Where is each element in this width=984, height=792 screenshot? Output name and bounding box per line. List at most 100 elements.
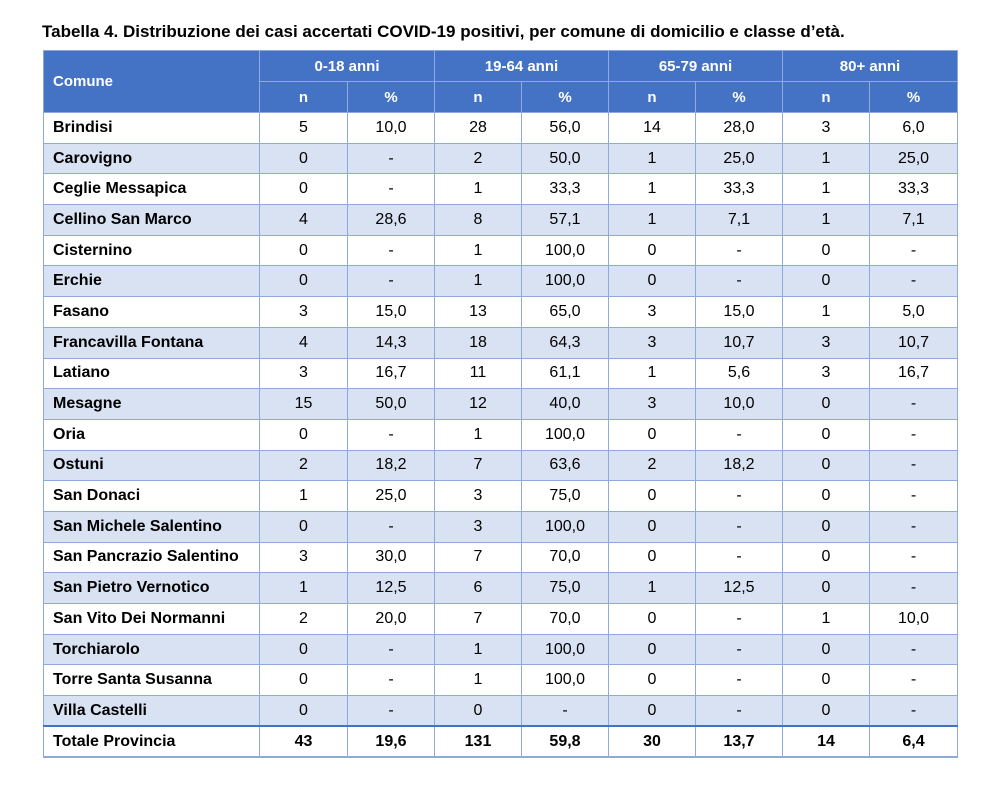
column-group-80-plus: 80+ anni [781, 50, 959, 82]
table-row: Oria 0-1 100,0 0-0- [43, 418, 959, 451]
cell-count: 1 [434, 418, 522, 451]
sub-header-n: n [259, 81, 348, 113]
cell-percent: - [347, 510, 435, 543]
table-row: Erchie 0-1 100,0 0-0- [43, 265, 959, 298]
cell-percent: - [695, 603, 783, 635]
cell-percent: 6,0 [868, 112, 959, 144]
cell-percent: 100,0 [521, 265, 609, 298]
cell-percent: 19,6 [347, 725, 435, 758]
cell-count: 0 [782, 234, 870, 267]
cell-count: 3 [782, 112, 870, 144]
cell-percent: 18,2 [695, 449, 783, 482]
cell-percent: - [868, 572, 959, 604]
cell-percent: 63,6 [521, 449, 609, 482]
cell-count: 131 [434, 725, 522, 758]
cell-count: 3 [259, 296, 348, 328]
comune-name: Villa Castelli [43, 695, 260, 727]
sub-header-percent: % [695, 81, 783, 113]
cell-percent: - [868, 633, 959, 666]
cell-percent: 100,0 [521, 664, 609, 697]
table-row: Mesagne 15 50,0 12 40,0 3 10,0 0- [43, 388, 959, 420]
cell-count: 1 [434, 265, 522, 298]
cell-count: 1 [608, 204, 696, 236]
cell-count: 0 [782, 418, 870, 451]
cell-percent: 5,0 [868, 296, 959, 328]
cell-count: 0 [782, 265, 870, 298]
cell-count: 1 [782, 142, 870, 175]
cell-percent: 10,0 [695, 388, 783, 420]
cell-count: 1 [434, 234, 522, 267]
comune-name: Ostuni [43, 449, 260, 482]
comune-name: Fasano [43, 296, 260, 328]
cell-count: 1 [608, 173, 696, 206]
sub-header-n: n [782, 81, 870, 113]
cell-percent: - [868, 695, 959, 727]
cell-count: 0 [608, 541, 696, 574]
sub-header-percent: % [521, 81, 609, 113]
cell-count: 4 [259, 204, 348, 236]
cell-count: 1 [259, 480, 348, 512]
cell-count: 1 [782, 603, 870, 635]
cell-percent: 16,7 [347, 357, 435, 390]
table-row: Francavilla Fontana 4 14,3 18 64,3 3 10,7 3 10,7 [43, 326, 959, 359]
cell-percent: 14,3 [347, 326, 435, 359]
sub-header-percent: % [868, 81, 959, 113]
cell-percent: 7,1 [695, 204, 783, 236]
table-row: Torre Santa Susanna 0-1 100,0 0-0- [43, 664, 959, 697]
cell-percent: 13,7 [695, 725, 783, 758]
comune-name: San Vito Dei Normanni [43, 603, 260, 635]
cell-percent: - [695, 664, 783, 697]
cell-count: 1 [608, 142, 696, 175]
cell-count: 3 [259, 357, 348, 390]
cell-count: 0 [259, 234, 348, 267]
cell-count: 0 [782, 510, 870, 543]
cell-count: 3 [608, 326, 696, 359]
cell-percent: - [347, 265, 435, 298]
cell-percent: - [868, 265, 959, 298]
cell-percent: - [695, 234, 783, 267]
cell-percent: - [695, 633, 783, 666]
cell-count: 2 [608, 449, 696, 482]
comune-name: Erchie [43, 265, 260, 298]
cell-count: 3 [782, 326, 870, 359]
table-row: Ostuni 2 18,2 7 63,6 2 18,2 0- [43, 449, 959, 482]
cell-percent: 56,0 [521, 112, 609, 144]
cell-percent: - [868, 234, 959, 267]
cell-percent: 100,0 [521, 418, 609, 451]
cell-percent: - [695, 541, 783, 574]
cell-percent: - [868, 449, 959, 482]
table-row: Cisternino 0-1 100,0 0-0- [43, 234, 959, 267]
cell-percent: - [868, 388, 959, 420]
cell-count: 0 [782, 480, 870, 512]
cell-percent: - [868, 541, 959, 574]
cell-percent: 10,7 [695, 326, 783, 359]
table-row: Brindisi 5 10,0 28 56,0 14 28,0 3 6,0 [43, 112, 959, 144]
comune-name: San Donaci [43, 480, 260, 512]
cell-count: 30 [608, 725, 696, 758]
comune-name: Torchiarolo [43, 633, 260, 666]
cell-count: 14 [782, 725, 870, 758]
cell-count: 3 [608, 388, 696, 420]
cell-count: 0 [782, 633, 870, 666]
cell-count: 3 [434, 510, 522, 543]
cell-percent: - [868, 418, 959, 451]
sub-header-n: n [608, 81, 696, 113]
cell-count: 13 [434, 296, 522, 328]
cell-count: 5 [259, 112, 348, 144]
cell-percent: 25,0 [868, 142, 959, 175]
cell-count: 1 [782, 173, 870, 206]
cell-percent: - [695, 418, 783, 451]
cell-count: 0 [608, 480, 696, 512]
cell-count: 3 [608, 296, 696, 328]
cell-count: 43 [259, 725, 348, 758]
cell-percent: 100,0 [521, 633, 609, 666]
cell-percent: - [347, 633, 435, 666]
cell-count: 0 [608, 664, 696, 697]
cell-percent: 50,0 [347, 388, 435, 420]
cell-count: 1 [259, 572, 348, 604]
cell-count: 0 [434, 695, 522, 727]
cell-count: 0 [782, 572, 870, 604]
cell-percent: 64,3 [521, 326, 609, 359]
cell-count: 6 [434, 572, 522, 604]
cell-count: 14 [608, 112, 696, 144]
